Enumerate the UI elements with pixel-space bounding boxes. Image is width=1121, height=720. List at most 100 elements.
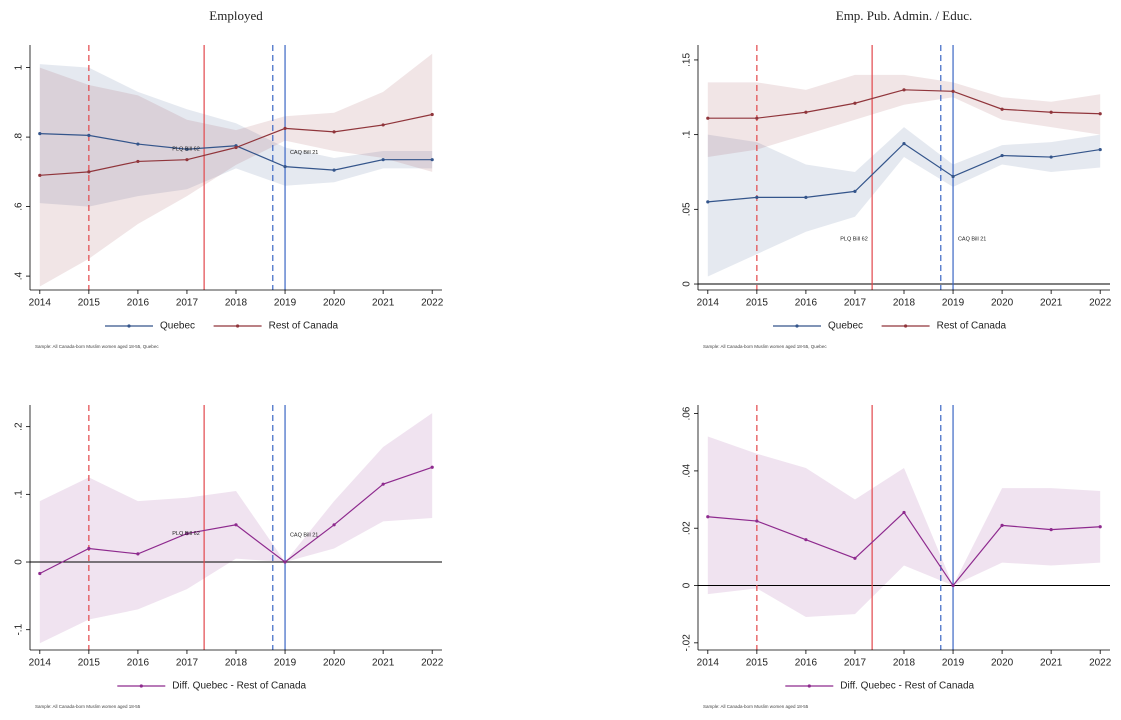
point [902,510,906,515]
point [430,112,434,117]
annotation: PLQ Bill 62 [172,531,200,537]
x-tick-label: 2022 [421,658,444,669]
x-tick-label: 2020 [991,298,1014,309]
point [1000,523,1004,527]
panel: Employed PLQ Bill 62 CAQ Bill 21 .4 .6 .8 1 201… [14,8,444,349]
y-tick-label: .2 [14,422,25,431]
note: Sample: All Canada-born Muslim women age… [703,704,809,709]
legend-marker [139,684,143,688]
point [951,174,955,179]
legend-marker [795,324,799,328]
x-tick-label: 2015 [78,658,101,669]
y-tick-label: .05 [682,202,693,216]
x-tick-label: 2015 [78,298,101,309]
point [706,200,710,204]
x-tick-label: 2017 [844,298,867,309]
x-tick-label: 2018 [893,298,916,309]
y-tick-label: .4 [14,271,25,280]
x-tick-label: 2017 [176,658,199,669]
point [87,133,91,137]
x-tick-label: 2014 [29,658,52,669]
point [38,571,42,576]
point [1098,147,1102,152]
note: Sample: All Canada-born Muslim women age… [35,344,159,349]
y-tick-label: 0 [682,281,693,287]
point [38,173,42,177]
legend-label: Diff. Quebec - Rest of Canada [840,681,974,692]
point [381,482,385,486]
confidence-band [39,413,433,644]
x-tick-label: 2021 [372,658,395,669]
panel-title: Emp. Pub. Admin. / Educ. [836,8,973,23]
legend-marker [904,324,908,328]
point [755,116,759,120]
point [902,141,906,146]
point [332,168,336,172]
annotation: PLQ Bill 62 [840,237,868,243]
x-tick-label: 2017 [844,658,867,669]
point [804,195,808,199]
x-tick-label: 2014 [697,658,720,669]
legend-marker [236,324,240,328]
point [853,101,857,105]
y-tick-label: .8 [14,132,25,141]
x-tick-label: 2022 [421,298,444,309]
point [136,552,140,556]
legend-marker [127,324,131,328]
annotation: PLQ Bill 62 [172,147,200,153]
point [706,116,710,120]
point [1098,112,1102,116]
confidence-band [707,436,1101,618]
point [136,142,140,146]
y-tick-label: .6 [14,202,25,211]
x-tick-label: 2019 [942,298,965,309]
point [234,145,238,150]
x-tick-label: 2015 [746,298,769,309]
point [1049,110,1053,114]
x-tick-label: 2016 [127,658,150,669]
point [38,132,42,136]
y-tick-label: -.02 [682,634,693,652]
confidence-band [707,127,1101,277]
y-tick-label: .04 [682,464,693,478]
x-tick-label: 2019 [942,658,965,669]
panel: Emp. Pub. Admin. / Educ. PLQ Bill 62 CAQ B… [682,8,1112,349]
x-tick-label: 2021 [372,298,395,309]
x-tick-label: 2016 [795,658,818,669]
y-tick-label: 1 [14,64,25,70]
point [185,531,189,536]
point [804,110,808,114]
point [951,583,955,588]
panel: PLQ Bill 62 CAQ Bill 21 -.1 0 .1 .2 2014 2015 20… [14,405,444,709]
y-tick-label: -.1 [14,623,25,635]
x-tick-label: 2020 [991,658,1014,669]
x-tick-label: 2014 [29,298,52,309]
x-tick-label: 2022 [1089,298,1112,309]
legend-label: Quebec [828,321,863,332]
note: Sample: All Canada-born Muslim women age… [35,704,141,709]
point [381,158,385,162]
point [381,123,385,127]
x-tick-label: 2017 [176,298,199,309]
point [804,538,808,542]
y-tick-label: .02 [682,521,693,535]
point [1098,525,1102,529]
y-tick-label: 0 [682,582,693,588]
x-tick-label: 2020 [323,658,346,669]
point [87,170,91,174]
point [706,515,710,519]
point [283,126,287,131]
point [430,158,434,162]
point [430,465,434,469]
annotation: CAQ Bill 21 [958,237,986,243]
x-tick-label: 2021 [1040,658,1063,669]
point [951,89,955,93]
point [1000,153,1004,158]
x-tick-label: 2015 [746,658,769,669]
annotation: CAQ Bill 21 [290,532,318,538]
point [1049,528,1053,532]
point [853,189,857,194]
x-tick-label: 2018 [225,298,248,309]
note: Sample: All Canada-born Muslim women age… [703,344,827,349]
